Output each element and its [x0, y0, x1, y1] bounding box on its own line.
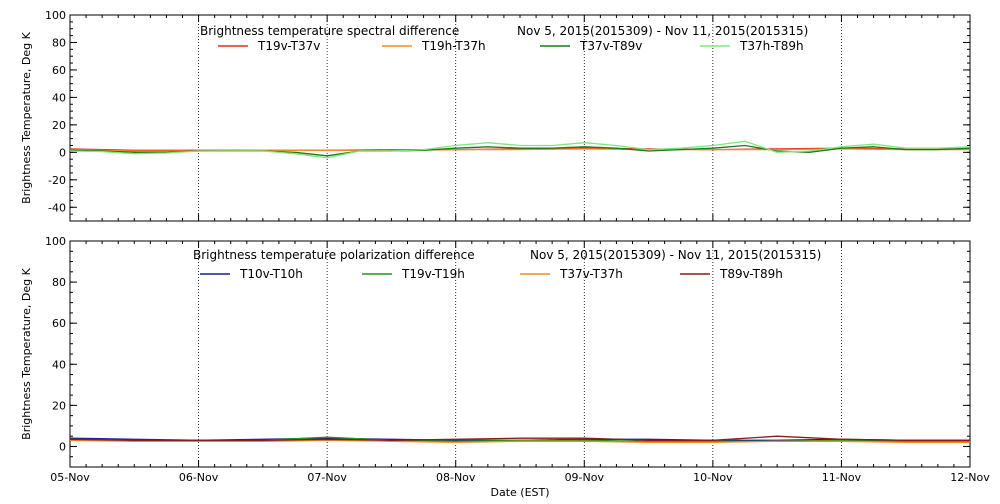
x-tick-label: 05-Nov [50, 471, 90, 484]
legend-label: T89v-T89h [719, 267, 783, 281]
series-line-t89v-t89h [69, 435, 970, 441]
y-tick-label: -40 [48, 201, 66, 214]
legend-label: T37v-T89v [579, 39, 642, 53]
y-tick-label: 100 [45, 235, 66, 248]
y-tick-label: 80 [52, 36, 66, 49]
y-axis-label: Brightness Temperature, Deg K [20, 267, 33, 439]
series-line-t37h-t89h [69, 140, 971, 159]
legend-label: T19v-T37v [257, 39, 320, 53]
series-line-t37v-t37h [69, 439, 970, 443]
y-tick-label: 80 [52, 276, 66, 289]
plot-frame [69, 240, 971, 468]
y-tick-label: 0 [59, 440, 66, 453]
y-tick-label: 60 [52, 64, 66, 77]
y-tick-label: 100 [45, 9, 66, 22]
y-tick-label: 20 [52, 399, 66, 412]
chart-date-range: Nov 5, 2015(2015309) - Nov 11, 2015(2015… [530, 248, 821, 262]
legend-label: T19h-T37h [421, 39, 486, 53]
legend-label: T37v-T37h [559, 267, 623, 281]
y-axis-label: Brightness Temperature, Deg K [20, 31, 33, 203]
legend-label: T10v-T10h [239, 267, 303, 281]
chart-date-range: Nov 5, 2015(2015309) - Nov 11, 2015(2015… [517, 24, 808, 38]
legend-label: T37h-T89h [739, 39, 804, 53]
chart-title: Brightness temperature spectral differen… [200, 24, 459, 38]
x-tick-label: 09-Nov [565, 471, 605, 484]
chart-title: Brightness temperature polarization diff… [193, 248, 475, 262]
x-tick-label: 08-Nov [436, 471, 476, 484]
y-tick-label: 40 [52, 358, 66, 371]
legend-label: T19v-T19h [401, 267, 465, 281]
x-tick-label: 07-Nov [307, 471, 347, 484]
x-axis-label: Date (EST) [490, 486, 549, 499]
y-tick-label: 40 [52, 91, 66, 104]
y-tick-label: -20 [48, 174, 66, 187]
plot-frame [69, 14, 971, 222]
y-tick-label: 60 [52, 317, 66, 330]
x-tick-label: 06-Nov [179, 471, 219, 484]
y-tick-label: 0 [59, 146, 66, 159]
spectral-difference-panel: -40 -20 0 20 40 60 80 100 Brightness Temperature… [20, 9, 971, 222]
x-tick-label: 12-Nov [950, 471, 990, 484]
y-tick-label: 20 [52, 119, 66, 132]
x-tick-label: 10-Nov [693, 471, 733, 484]
polarization-difference-panel: 0 20 40 60 80 100 05-Nov 06-Nov 07-Nov 08-Nov 09-N… [20, 235, 990, 499]
x-tick-label: 11-Nov [822, 471, 862, 484]
